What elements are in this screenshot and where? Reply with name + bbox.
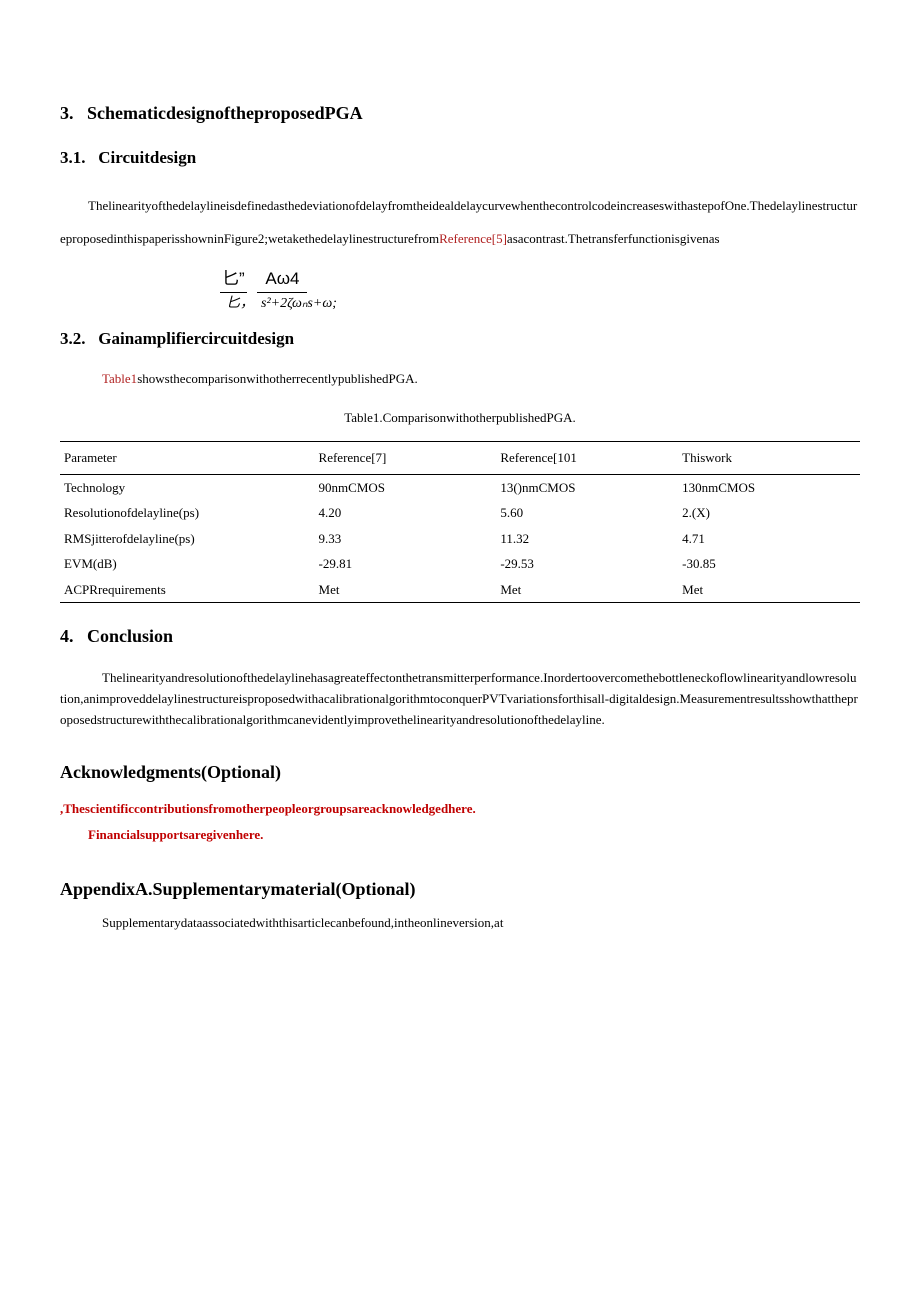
table-cell: 11.32 [496,526,678,552]
table-row: Technology 90nmCMOS 13()nmCMOS 130nmCMOS [60,474,860,500]
eq-bottom-left: 匕， [226,296,254,311]
table-cell: EVM(dB) [60,551,315,577]
eq-top-left: 匕” [220,266,247,293]
section-3-title: SchematicdesignoftheproposedPGA [87,103,363,123]
ack-line-1: ,Thescientificcontributionsfromotherpeop… [60,801,476,816]
table-cell: Met [678,577,860,603]
table-cell: 13()nmCMOS [496,474,678,500]
equation-denominator-row: 匕， s²+2ζωₙs+ω; [220,293,860,314]
section-3-number: 3. [60,103,74,123]
table-cell: 90nmCMOS [315,474,497,500]
table-cell: Resolutionofdelayline(ps) [60,500,315,526]
table-cell: Met [315,577,497,603]
section-4-number: 4. [60,626,74,646]
section-3-2-number: 3.2. [60,329,86,348]
acknowledgments-body: ,Thescientificcontributionsfromotherpeop… [60,796,860,848]
table-1-caption: Table1.ComparisonwithotherpublishedPGA. [60,408,860,428]
table-row: EVM(dB) -29.81 -29.53 -30.85 [60,551,860,577]
table-1-link[interactable]: Table1 [102,371,137,386]
table-cell: Met [496,577,678,603]
table-cell: -30.85 [678,551,860,577]
table-col-ref101: Reference[101 [496,442,678,475]
table-cell: RMSjitterofdelayline(ps) [60,526,315,552]
table-cell: 5.60 [496,500,678,526]
equation-1: 匕” Aω4 匕， s²+2ζωₙs+ω; (1) [220,266,860,314]
section-3-2-title: Gainamplifiercircuitdesign [98,329,294,348]
section-3-1-para: Thelinearityofthedelaylineisdefinedasthe… [60,189,860,257]
table-col-ref7: Reference[7] [315,442,497,475]
appendix-para: Supplementarydataassociatedwiththisartic… [60,913,860,934]
section-3-1-number: 3.1. [60,148,86,167]
table-cell: ACPRrequirements [60,577,315,603]
comparison-table: Parameter Reference[7] Reference[101 Thi… [60,441,860,603]
table-cell: 4.20 [315,500,497,526]
table-header-row: Parameter Reference[7] Reference[101 Thi… [60,442,860,475]
table-col-thiswork: Thiswork [678,442,860,475]
reference-5-link[interactable]: Reference[5] [439,231,507,246]
section-4-para: Thelinearityandresolutionofthedelaylineh… [60,668,860,730]
table-row: ACPRrequirements Met Met Met [60,577,860,603]
section-3-1-heading: 3.1. Circuitdesign [60,145,860,171]
table-row: RMSjitterofdelayline(ps) 9.33 11.32 4.71 [60,526,860,552]
section-3-1-text-post: asacontrast.Thetransferfunctionisgivenas [507,231,720,246]
appendix-heading: AppendixA.Supplementarymaterial(Optional… [60,876,860,903]
eq-bottom-right: s²+2ζωₙs+ω; [261,296,337,311]
table-cell: Technology [60,474,315,500]
section-4-title: Conclusion [87,626,173,646]
table-cell: -29.81 [315,551,497,577]
section-3-1-title: Circuitdesign [98,148,196,167]
section-3-2-text: showsthecomparisonwithotherrecentlypubli… [137,371,418,386]
table-col-parameter: Parameter [60,442,315,475]
section-4-heading: 4. Conclusion [60,623,860,650]
section-3-2-heading: 3.2. Gainamplifiercircuitdesign [60,326,860,352]
acknowledgments-heading: Acknowledgments(Optional) [60,759,860,786]
table-cell: 2.(X) [678,500,860,526]
eq-top-right: Aω4 [257,266,307,293]
table-cell: 130nmCMOS [678,474,860,500]
table-cell: 9.33 [315,526,497,552]
table-row: Resolutionofdelayline(ps) 4.20 5.60 2.(X… [60,500,860,526]
section-3-heading: 3. SchematicdesignoftheproposedPGA [60,100,860,127]
equation-numerator-row: 匕” Aω4 [220,266,860,293]
table-cell: -29.53 [496,551,678,577]
section-3-2-para: Table1showsthecomparisonwithotherrecentl… [60,369,860,390]
ack-line-2: Financialsupportsaregivenhere. [60,822,860,848]
table-cell: 4.71 [678,526,860,552]
